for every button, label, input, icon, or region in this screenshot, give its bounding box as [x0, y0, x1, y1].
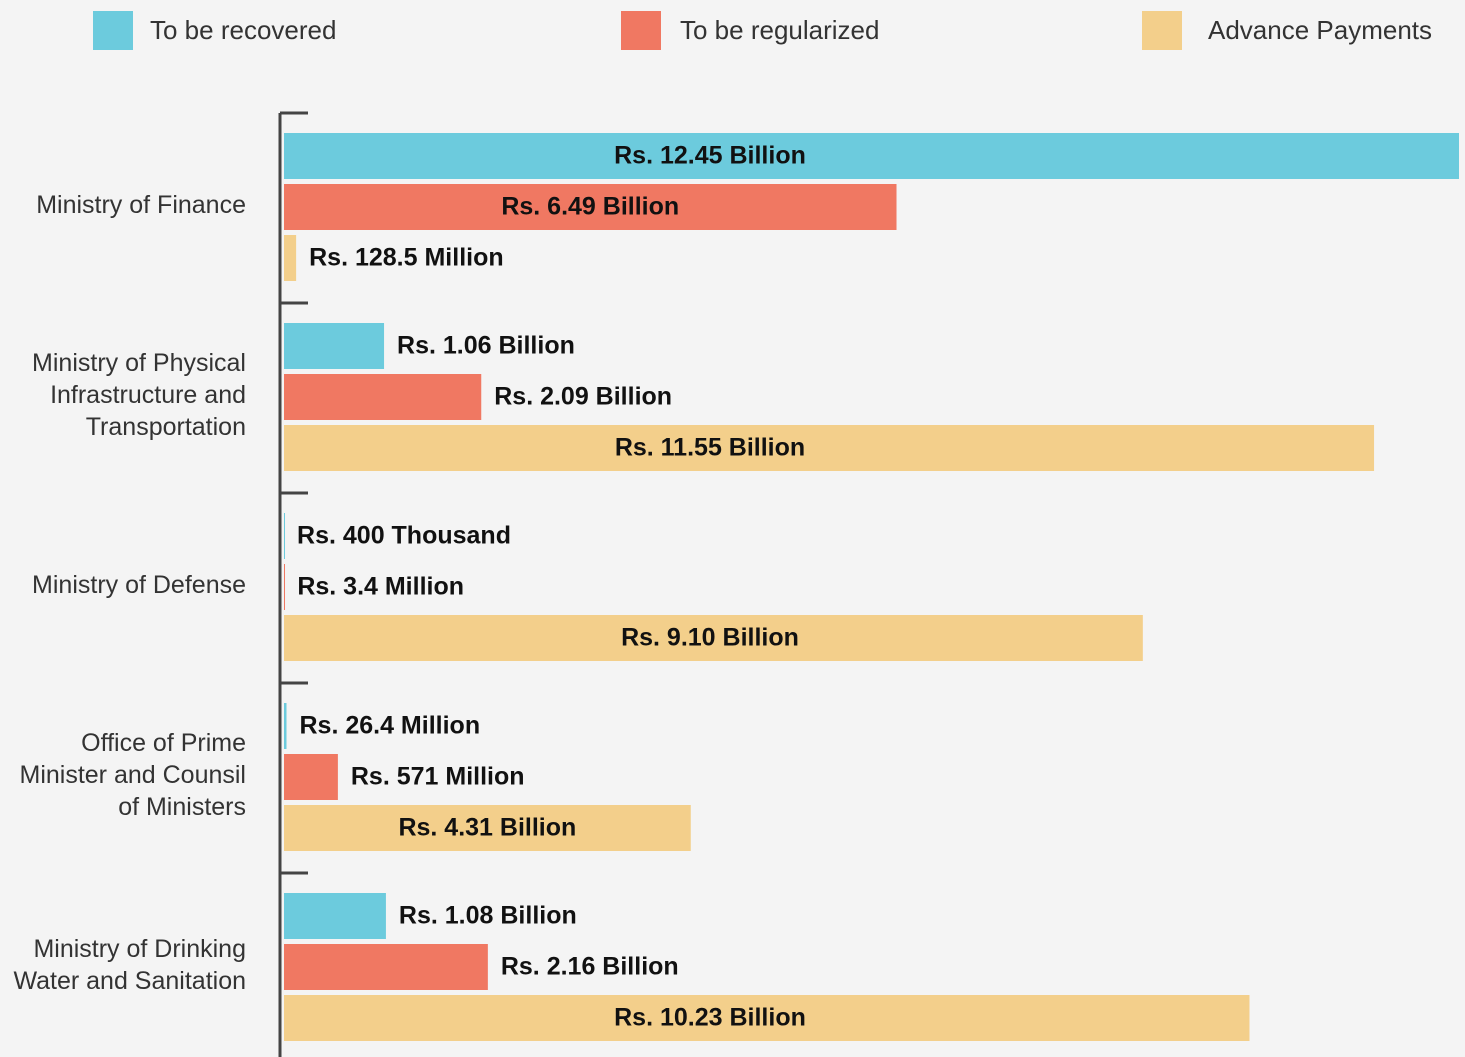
value-label: Rs. 4.31 Billion [398, 814, 576, 842]
page: {"chart_data": {"type": "bar", "orientat… [0, 0, 1465, 1057]
legend-swatch [93, 11, 133, 50]
value-label: Rs. 2.09 Billion [494, 383, 672, 411]
value-label: Rs. 571 Million [351, 763, 525, 791]
value-label: Rs. 128.5 Million [309, 244, 504, 272]
legend-label: To be recovered [150, 15, 336, 45]
category-label: Ministry of Defense [2, 569, 246, 601]
value-label: Rs. 6.49 Billion [501, 193, 679, 221]
legend-label: To be regularized [680, 15, 879, 45]
category-label: Ministry of Finance [2, 189, 246, 221]
value-label: Rs. 3.4 Million [297, 573, 464, 601]
category-label: Ministry of Physical Infrastructure and … [2, 347, 246, 443]
value-label: Rs. 12.45 Billion [614, 142, 806, 170]
value-label: Rs. 9.10 Billion [621, 624, 799, 652]
value-label: Rs. 11.55 Billion [615, 434, 805, 462]
value-label: Rs. 1.08 Billion [399, 902, 577, 930]
value-label: Rs. 1.06 Billion [397, 332, 575, 360]
category-label: Office of Prime Minister and Counsil of … [2, 727, 246, 823]
bar [284, 754, 338, 800]
bar [284, 425, 1374, 471]
bar [284, 323, 384, 369]
bar [284, 703, 286, 749]
bar [284, 235, 296, 281]
bar [284, 893, 386, 939]
bar [284, 513, 285, 559]
value-label: Rs. 26.4 Million [299, 712, 480, 740]
legend-label: Advance Payments [1208, 15, 1432, 45]
bar [284, 374, 481, 420]
chart: To be recovered To be regularized Advance … [0, 0, 1465, 1057]
category-label: Ministry of Drinking Water and Sanitatio… [2, 933, 246, 997]
bar [284, 133, 1459, 179]
value-label: Rs. 2.16 Billion [501, 953, 679, 981]
bar [284, 944, 488, 990]
value-label: Rs. 10.23 Billion [614, 1004, 806, 1032]
bar [284, 564, 285, 610]
legend-swatch [621, 11, 661, 50]
value-label: Rs. 400 Thousand [297, 522, 511, 550]
legend-swatch [1142, 11, 1182, 50]
